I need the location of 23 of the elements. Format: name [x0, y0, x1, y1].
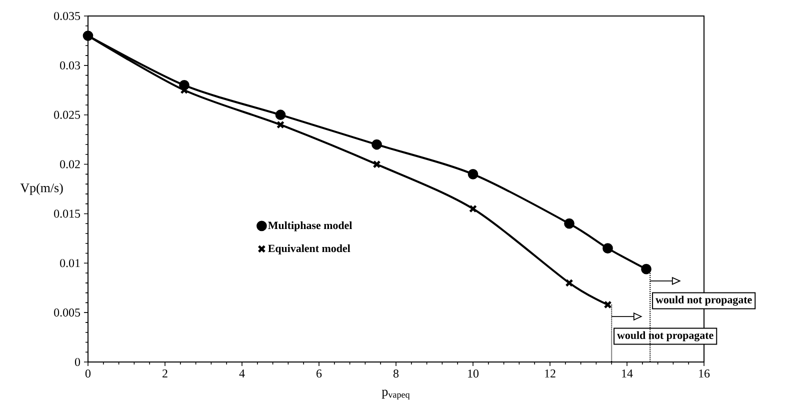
- x-tick-label: 10: [468, 370, 479, 378]
- x-tick-label: 0: [85, 370, 91, 378]
- y-tick-label: 0.01: [60, 259, 80, 268]
- x-axis-title: p$_{vapeq}$: [382, 390, 410, 400]
- annotation: would not propagate: [617, 331, 714, 342]
- y-tick-label: 0.03: [60, 61, 80, 70]
- x-tick-label: 16: [699, 370, 710, 378]
- y-tick-label: 0.02: [60, 160, 80, 168]
- y-tick-label: 0.015: [54, 210, 80, 218]
- x-tick-label: 14: [622, 370, 633, 378]
- x-tick-label: 12: [545, 370, 556, 378]
- x-tick-label: 4: [239, 370, 245, 378]
- x-tick-label: 8: [393, 370, 399, 378]
- y-tick-label: 0: [74, 358, 80, 366]
- y-tick-label: 0.025: [54, 110, 80, 119]
- y-axis-title: Vp(m/s): [20, 183, 63, 195]
- x-tick-label: 2: [162, 370, 168, 378]
- annotation: would not propagate: [656, 296, 752, 306]
- x-tick-label: 6: [316, 370, 322, 378]
- y-tick-label: 0.005: [54, 308, 80, 317]
- legend-label: Multiphase model: [268, 221, 352, 232]
- y-tick-label: 0.035: [54, 12, 80, 20]
- legend-label: Equivalent model: [268, 244, 350, 254]
